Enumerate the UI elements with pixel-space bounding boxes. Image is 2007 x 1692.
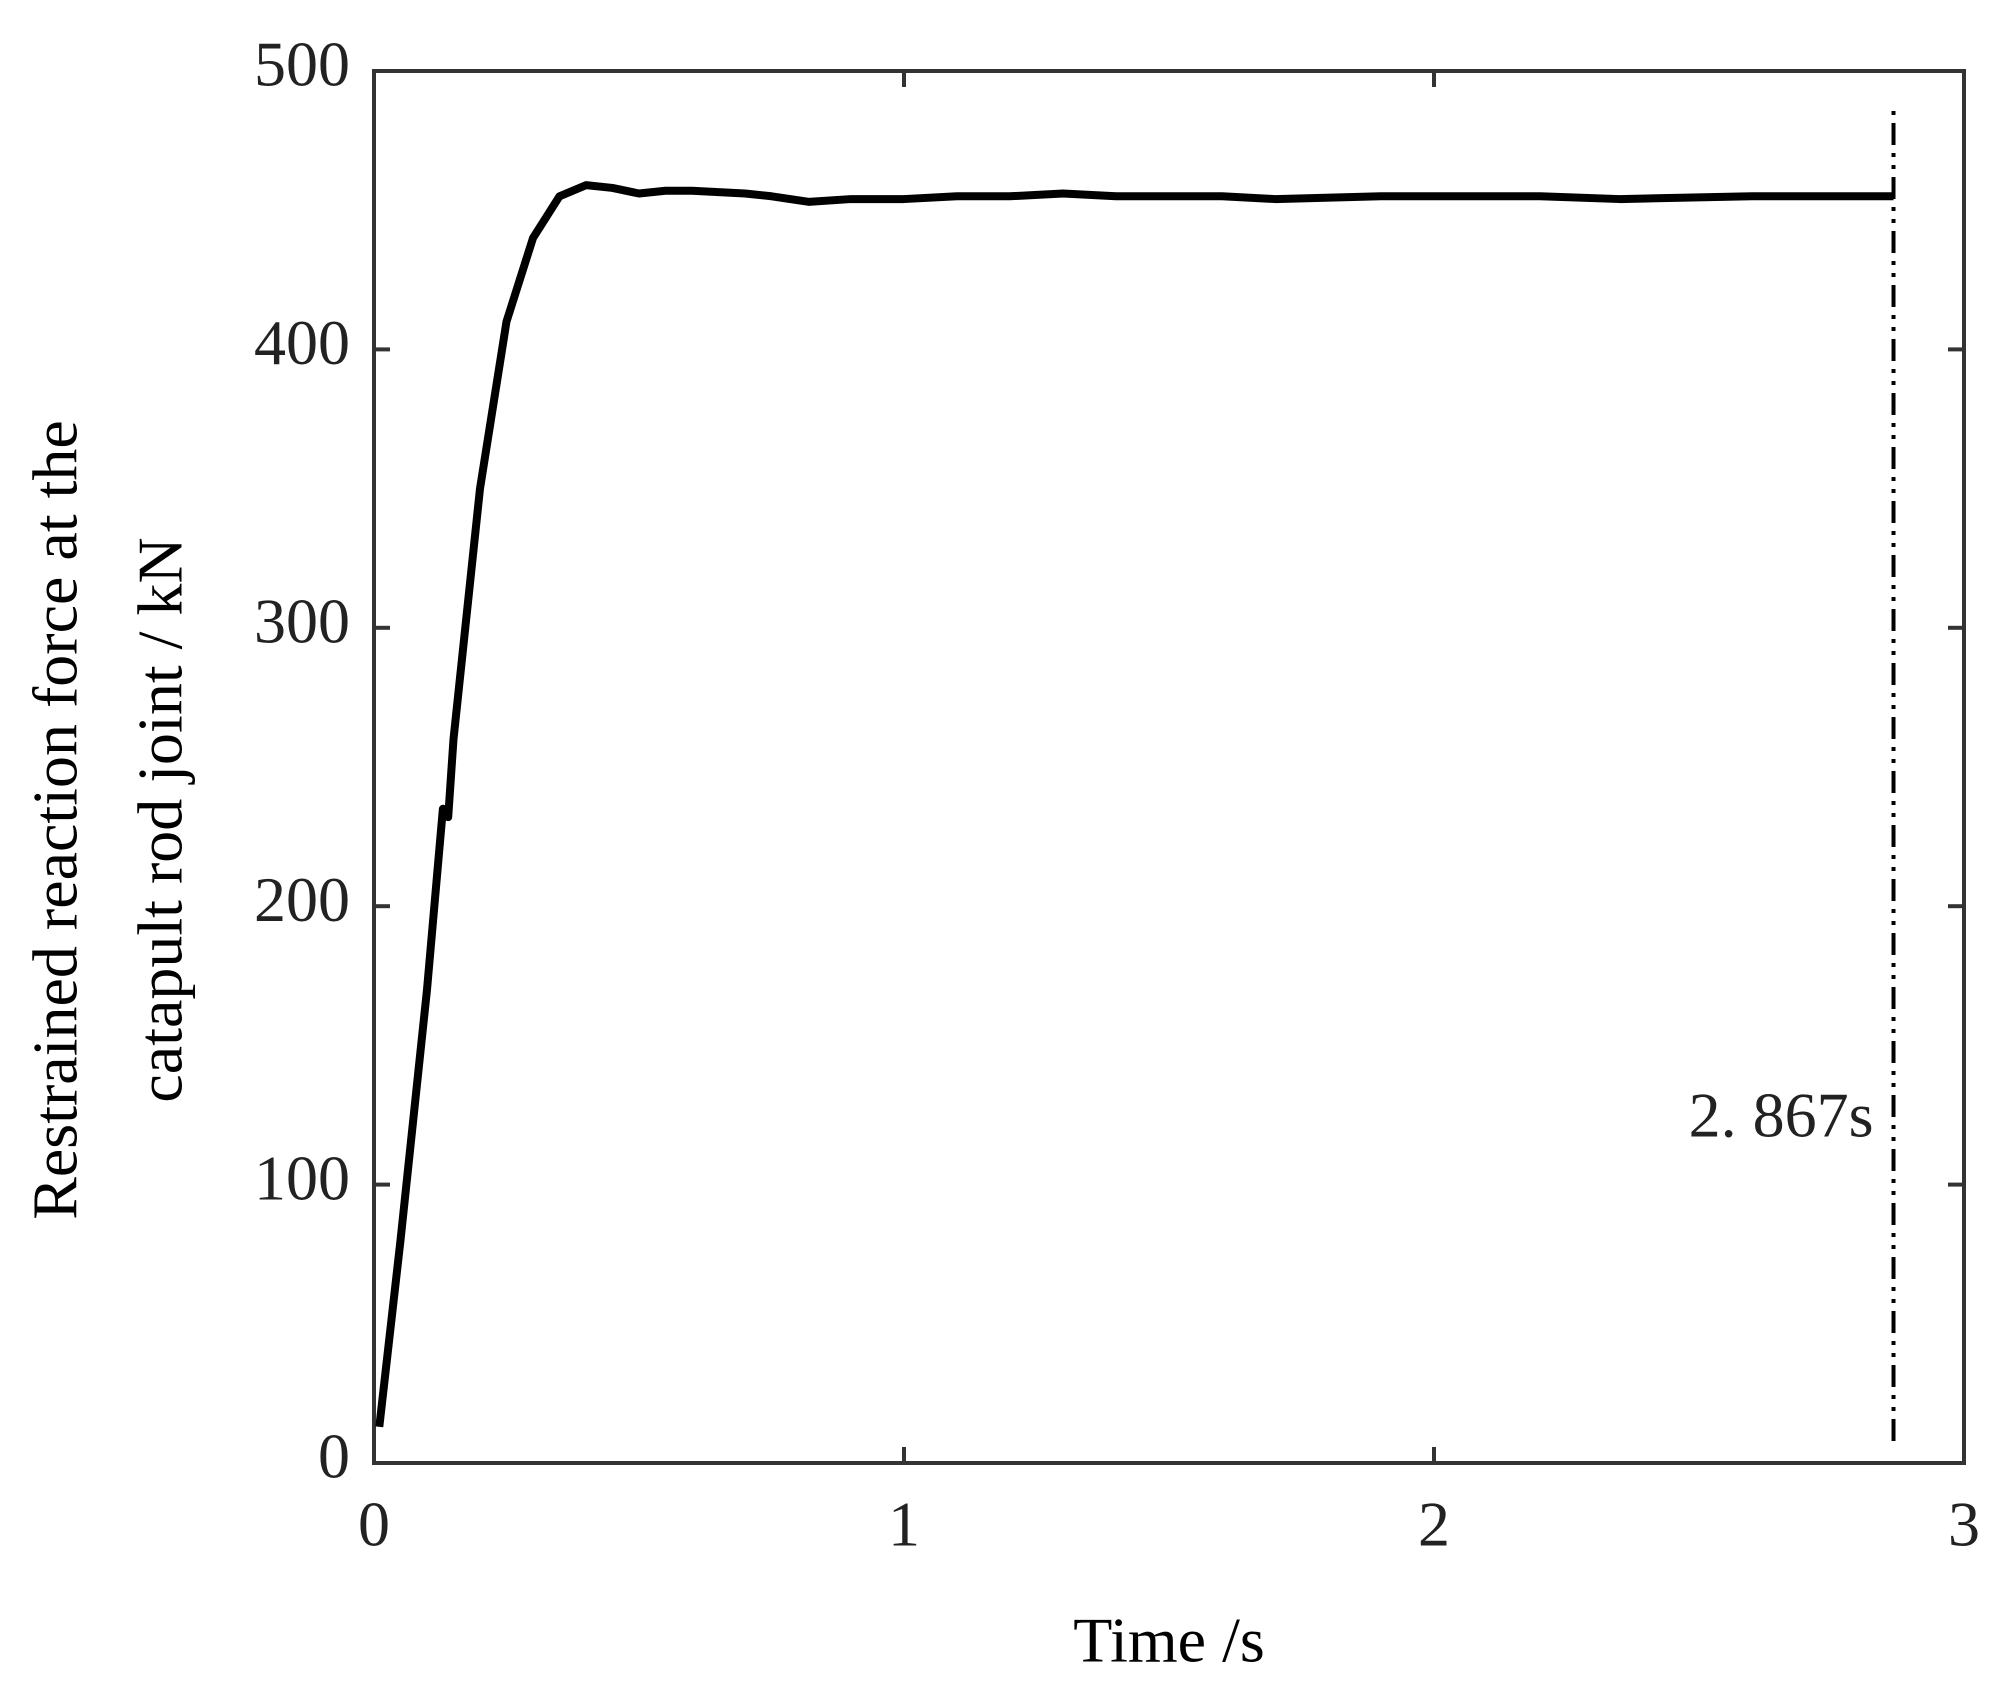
y-axis-label: Restrained reaction force at the catapul… bbox=[20, 420, 196, 1220]
plot-frame bbox=[372, 69, 1966, 1465]
data-line bbox=[375, 181, 1894, 1428]
y-tick-label: 400 bbox=[254, 307, 350, 378]
annotation: 2. 867s bbox=[1689, 1080, 1874, 1151]
x-axis-label: Time /s bbox=[1073, 1605, 1265, 1676]
y-axis-label-line: catapult rod joint / kN bbox=[125, 537, 196, 1102]
x-tick-label: 2 bbox=[1418, 1489, 1450, 1560]
x-tick-label: 3 bbox=[1948, 1489, 1980, 1560]
x-tick-label: 1 bbox=[888, 1489, 920, 1560]
y-tick-label: 200 bbox=[254, 864, 350, 935]
y-tick-label: 300 bbox=[254, 585, 350, 656]
y-tick-label: 100 bbox=[254, 1142, 350, 1213]
y-axis-label-line: Restrained reaction force at the bbox=[20, 420, 91, 1220]
x-tick-label: 0 bbox=[358, 1489, 390, 1560]
y-tick-label: 500 bbox=[254, 29, 350, 100]
y-tick-label: 0 bbox=[318, 1421, 350, 1492]
